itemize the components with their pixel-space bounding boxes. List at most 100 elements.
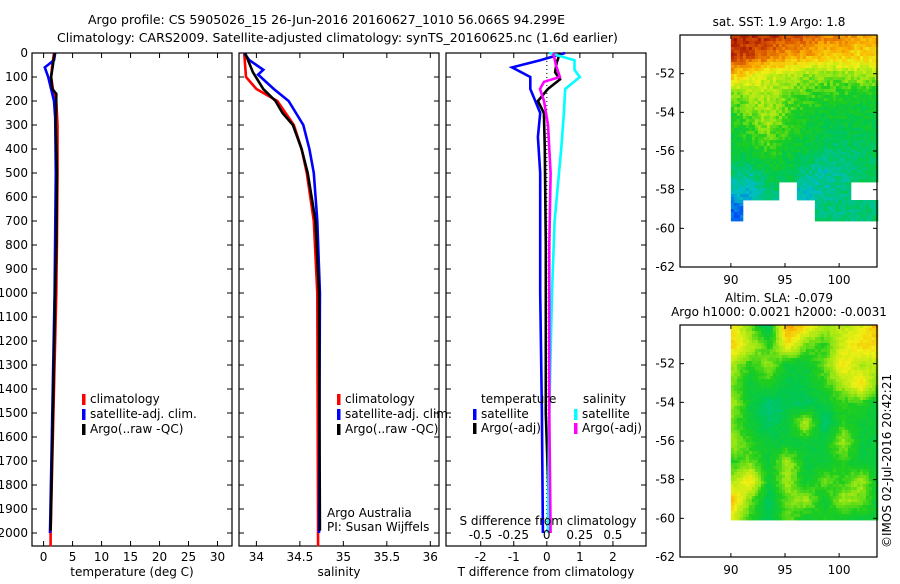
map-cell [779,155,782,158]
map-cell [866,427,869,430]
map-cell [842,343,845,346]
map-cell [749,400,752,403]
map-cell [737,385,740,388]
map-cell [749,373,752,376]
map-cell [833,412,836,415]
map-cell [806,95,809,98]
map-cell [773,343,776,346]
map-cell [803,161,806,164]
map-cell [788,98,791,101]
map-cell [740,98,743,101]
map-cell [857,439,860,442]
map-cell [863,379,866,382]
map-cell [734,406,737,409]
map-cell [836,161,839,164]
map-cell [812,107,815,110]
map-cell [773,131,776,134]
map-cell [848,62,851,65]
map-cell [737,38,740,41]
map-cell [800,161,803,164]
map-cell [773,334,776,337]
map-cell [785,385,788,388]
map-cell [824,355,827,358]
map-cell [854,179,857,182]
map-cell [791,152,794,155]
map-cell [821,379,824,382]
map-cell [788,59,791,62]
map-cell [836,397,839,400]
map-cell [788,358,791,361]
map-cell [821,400,824,403]
map-cell [851,418,854,421]
map-cell [812,397,815,400]
map-cell [863,424,866,427]
map-cell [740,331,743,334]
map-cell [767,62,770,65]
map-cell [842,101,845,104]
map-cell [821,44,824,47]
map-cell [821,430,824,433]
map-cell [863,206,866,209]
map-cell [824,394,827,397]
map-cell [818,83,821,86]
x-tick-label: 95 [777,273,792,287]
map-cell [761,340,764,343]
map-cell [743,146,746,149]
map-cell [767,379,770,382]
map-cell [815,430,818,433]
map-cell [827,382,830,385]
map-cell [797,122,800,125]
map-cell [863,161,866,164]
map-cell [812,173,815,176]
map-cell [770,340,773,343]
map-cell [764,62,767,65]
map-cell [746,140,749,143]
map-cell [788,415,791,418]
map-cell [827,173,830,176]
map-cell [845,50,848,53]
map-cell [860,119,863,122]
map-cell [785,382,788,385]
map-cell [746,158,749,161]
x-tick-label: 15 [123,550,138,564]
map-cell [815,346,818,349]
map-cell [842,113,845,116]
map-cell [824,406,827,409]
map-cell [818,430,821,433]
map-cell [743,328,746,331]
map-cell [758,185,761,188]
map-cell [830,376,833,379]
map-cell [806,370,809,373]
map-cell [818,424,821,427]
map-cell [848,113,851,116]
map-cell [749,185,752,188]
map-cell [812,119,815,122]
map-cell [740,47,743,50]
map-cell [821,370,824,373]
map-cell [740,215,743,218]
map-cell [794,92,797,95]
map-cell [836,182,839,185]
map-cell [779,394,782,397]
map-cell [791,101,794,104]
map-cell [785,376,788,379]
map-cell [794,104,797,107]
map-cell [839,65,842,68]
map-cell [806,80,809,83]
map-cell [836,358,839,361]
map-cell [863,65,866,68]
map-cell [863,358,866,361]
map-cell [833,71,836,74]
map-cell [764,53,767,56]
map-cell [806,418,809,421]
map-cell [773,328,776,331]
map-cell [734,74,737,77]
map-cell [731,149,734,152]
map-cell [818,152,821,155]
map-cell [761,182,764,185]
map-cell [818,107,821,110]
map-cell [827,188,830,191]
map-cell [776,355,779,358]
map-cell [857,167,860,170]
map-cell [836,391,839,394]
